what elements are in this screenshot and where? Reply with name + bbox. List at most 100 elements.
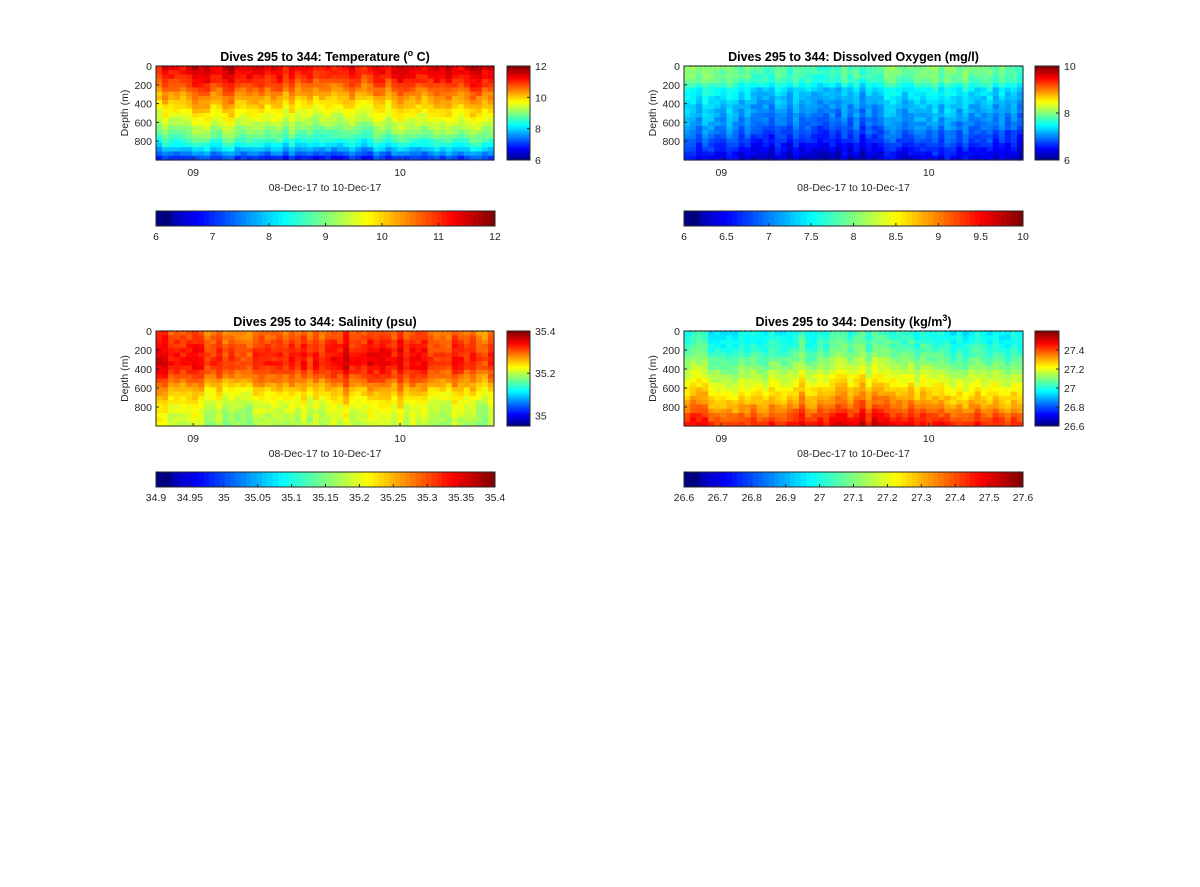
heatmap-cell [331, 87, 338, 93]
heatmap-cell [792, 155, 800, 161]
heatmap-cell [817, 391, 824, 397]
heatmap-cell [258, 331, 266, 336]
heatmap-cell [877, 331, 885, 336]
colorbar-swatch [1035, 156, 1059, 159]
heatmap-cell [714, 125, 721, 131]
heatmap-cell [780, 352, 788, 358]
heatmap-cell [914, 66, 921, 71]
heatmap-cell [756, 404, 764, 410]
heatmap-cell [720, 421, 727, 427]
heatmap-cell [799, 361, 806, 367]
heatmap-cell [294, 413, 302, 418]
heatmap-cell [481, 125, 489, 131]
heatmap-cell [306, 142, 314, 148]
heatmap-cell [829, 331, 836, 336]
heatmap-cell [409, 348, 417, 354]
heatmap-cell [823, 100, 830, 106]
heatmap-cell [799, 130, 806, 135]
heatmap-cells [156, 331, 495, 427]
heatmap-cell [714, 343, 721, 349]
heatmap-cell [288, 74, 296, 80]
heatmap-cell [294, 155, 302, 161]
heatmap-cell [469, 400, 477, 406]
heatmap-cell [246, 335, 254, 341]
heatmap-cell [216, 404, 223, 410]
heatmap-cell [901, 83, 909, 88]
heatmap-cell [799, 74, 806, 80]
heatmap-cell [343, 352, 350, 358]
heatmap-cell [481, 374, 489, 380]
heatmap-cell [732, 356, 740, 362]
heatmap-cell [799, 121, 806, 127]
heatmap-cell [914, 108, 921, 114]
heatmap-cell [222, 74, 230, 80]
heatmap-cell [883, 78, 891, 84]
heatmap-cell [865, 125, 873, 131]
heatmap-cell [469, 417, 477, 423]
colorbar-swatch [1012, 211, 1019, 226]
heatmap-cell [306, 117, 314, 123]
heatmap-cell [738, 70, 746, 76]
heatmap-cell [439, 151, 447, 157]
heatmap-cell [192, 78, 199, 84]
heatmap-cell [950, 87, 958, 93]
heatmap-cell [750, 142, 758, 148]
colorbar-swatch [507, 66, 530, 69]
heatmap-cell [702, 382, 709, 388]
heatmap-cell [702, 361, 709, 367]
heatmap-cell [240, 387, 248, 393]
colorbar-swatch [879, 211, 886, 226]
heatmap-cell [463, 391, 471, 397]
heatmap-cell [799, 387, 806, 393]
heatmap-cell [415, 142, 423, 148]
heatmap-cell [932, 95, 939, 101]
heatmap-cell [974, 151, 982, 157]
heatmap-cell [349, 361, 356, 367]
heatmap-cell [750, 100, 758, 106]
heatmap-cell [463, 87, 471, 93]
heatmap-cell [732, 83, 740, 88]
heatmap-cell [780, 391, 788, 397]
heatmap-cell [331, 365, 338, 371]
heatmap-cell [270, 404, 278, 410]
heatmap-cell [433, 339, 441, 345]
heatmap-cell [312, 117, 320, 123]
heatmap-cell [986, 138, 994, 144]
heatmap-cell [829, 391, 836, 397]
heatmap-cell [835, 382, 842, 388]
heatmap-cell [282, 138, 290, 144]
heatmap-cell [415, 95, 423, 101]
heatmap-cell [228, 404, 236, 410]
heatmap-cell [974, 142, 982, 148]
heatmap-cell [162, 104, 169, 110]
heatmap-cell [938, 117, 945, 123]
heatmap-cell [162, 378, 169, 384]
colorbar-swatch [917, 211, 923, 226]
heatmap-cell [907, 117, 915, 123]
heatmap-cell [391, 104, 399, 110]
heatmap-cell [732, 395, 740, 401]
heatmap-cell [367, 134, 374, 140]
heatmap-cell [877, 361, 885, 367]
heatmap-cell [744, 348, 752, 354]
heatmap-cell [331, 91, 338, 97]
heatmap-cell [361, 400, 368, 406]
heatmap-cell [433, 378, 441, 384]
heatmap-cell [889, 374, 897, 380]
heatmap-cell [744, 117, 752, 123]
heatmap-cell [318, 142, 326, 148]
heatmap-cell [373, 138, 380, 144]
heatmap-cell [415, 382, 423, 388]
heatmap-cell [1016, 74, 1024, 80]
heatmap-cell [726, 352, 734, 358]
heatmap-cell [294, 134, 302, 140]
heatmap-cell [726, 400, 734, 406]
heatmap-cell [708, 108, 715, 114]
heatmap-cell [463, 343, 471, 349]
heatmap-cell [222, 369, 230, 375]
heatmap-cell [379, 343, 386, 349]
heatmap-cell [415, 413, 423, 418]
heatmap-cell [835, 147, 842, 153]
heatmap-cell [696, 382, 703, 388]
heatmap-cell [457, 378, 465, 384]
